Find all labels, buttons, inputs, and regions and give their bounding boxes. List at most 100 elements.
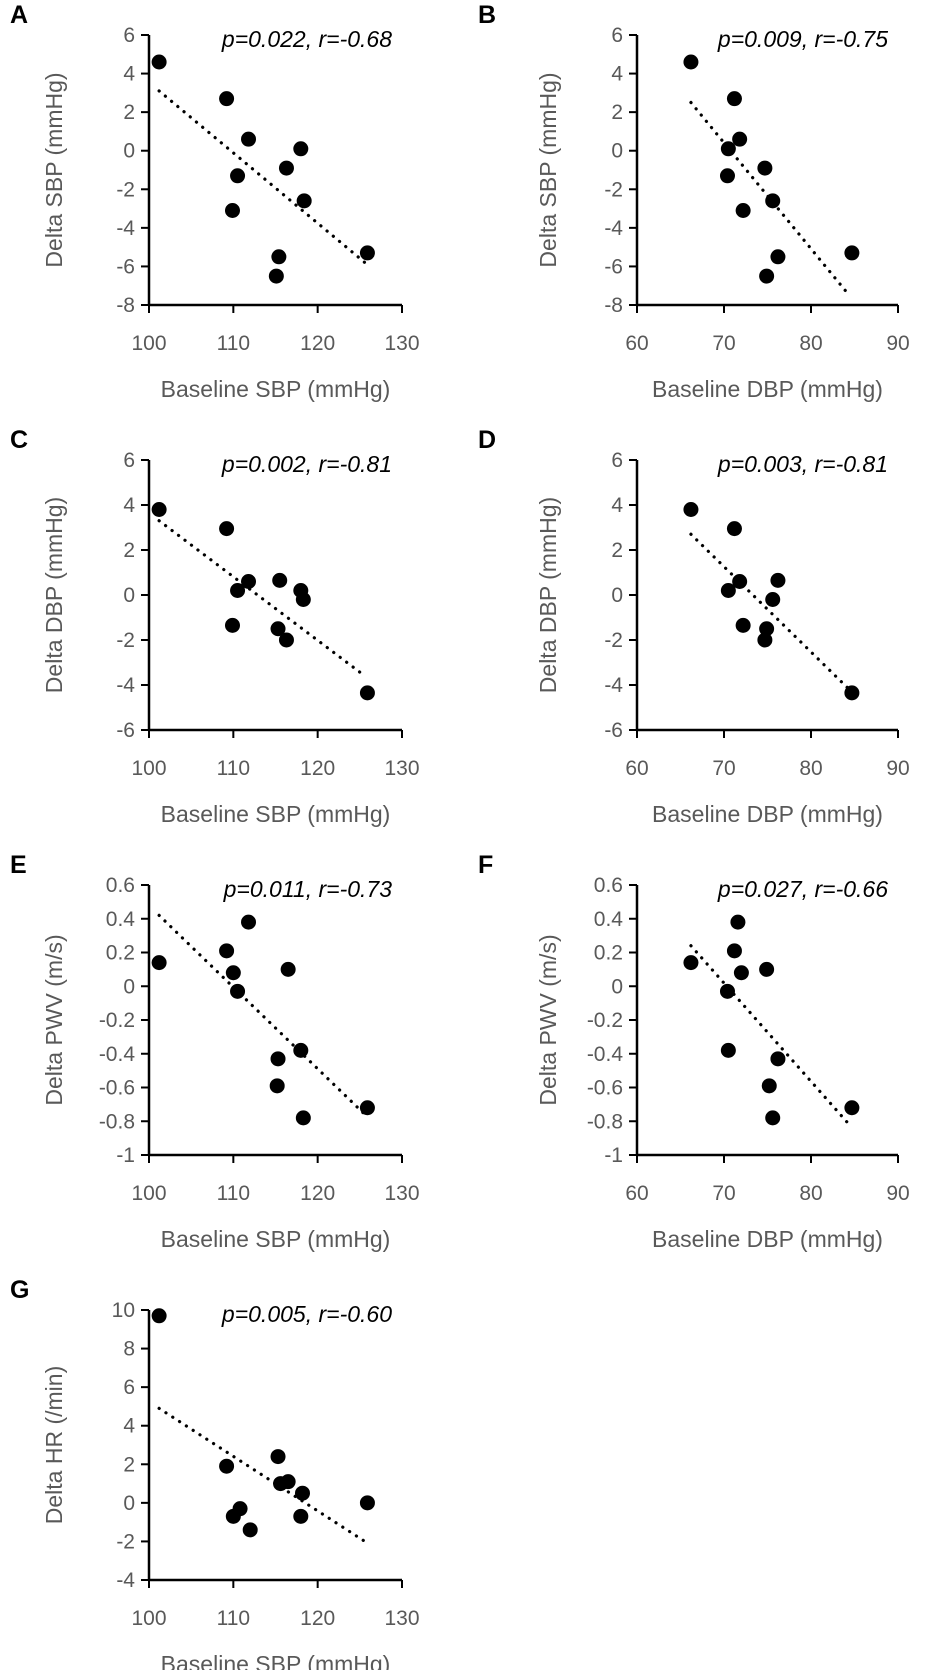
y-tick-label: -4 <box>604 217 623 240</box>
x-axis-label: Baseline SBP (mmHg) <box>161 376 391 402</box>
y-tick-label: -2 <box>604 629 623 652</box>
panel-letter: C <box>10 426 28 454</box>
data-point <box>726 943 742 959</box>
stats-annotation: p=0.003, r=-0.81 <box>717 451 888 477</box>
x-tick-label: 110 <box>217 1182 250 1205</box>
data-point <box>730 914 746 930</box>
data-point <box>733 965 749 981</box>
y-tick-label: 4 <box>123 1415 135 1438</box>
y-tick-label: 4 <box>123 63 135 86</box>
stats-annotation: p=0.011, r=-0.73 <box>223 876 393 902</box>
data-point <box>761 1078 777 1094</box>
data-point <box>359 1100 375 1116</box>
y-tick-label: -1 <box>116 1144 135 1167</box>
panel-letter: G <box>10 1276 29 1304</box>
data-point <box>759 961 775 977</box>
y-tick-label: -8 <box>116 294 135 317</box>
x-tick-label: 90 <box>886 332 909 355</box>
y-tick-label: -4 <box>116 674 135 697</box>
y-tick-label: 0 <box>611 140 623 163</box>
y-tick-label: 0.6 <box>106 874 135 897</box>
x-tick-label: 80 <box>799 332 822 355</box>
x-tick-label: 120 <box>300 332 335 355</box>
data-point <box>241 914 257 930</box>
y-tick-label: -4 <box>604 674 623 697</box>
y-tick-label: -4 <box>116 217 135 240</box>
data-point <box>726 521 742 537</box>
x-axis-label: Baseline SBP (mmHg) <box>161 1226 391 1252</box>
y-tick-label: -1 <box>604 1144 623 1167</box>
trendline <box>157 1406 367 1544</box>
data-point <box>770 1051 786 1067</box>
data-point <box>765 592 781 607</box>
y-tick-label: -0.2 <box>99 1009 135 1032</box>
y-tick-label: 0.6 <box>594 874 623 897</box>
y-tick-label: 8 <box>123 1338 135 1361</box>
data-point <box>720 141 736 157</box>
x-tick-label: 60 <box>625 1182 648 1205</box>
y-tick-label: -2 <box>604 178 623 201</box>
x-axis-label: Baseline SBP (mmHg) <box>161 801 391 827</box>
y-tick-label: 0 <box>123 584 135 607</box>
data-point <box>720 1042 736 1058</box>
trendline <box>157 519 367 678</box>
y-tick-label: 0 <box>611 584 623 607</box>
y-tick-label: -0.6 <box>587 1077 623 1100</box>
y-tick-label: 6 <box>123 24 135 47</box>
y-tick-label: -0.4 <box>99 1043 136 1066</box>
data-point <box>844 685 860 701</box>
data-point <box>683 54 699 70</box>
data-point <box>719 168 735 184</box>
y-tick-label: -0.4 <box>587 1043 624 1066</box>
y-tick-label: 0.2 <box>594 942 623 965</box>
data-point <box>268 268 284 284</box>
data-point <box>219 943 235 959</box>
data-point <box>359 1495 375 1511</box>
y-axis-label: Delta SBP (mmHg) <box>535 72 561 267</box>
y-tick-label: -0.8 <box>99 1110 135 1133</box>
data-point <box>759 621 775 637</box>
data-point <box>280 961 296 977</box>
panel-letter: D <box>478 426 496 454</box>
data-point <box>770 249 786 265</box>
x-axis-label: Baseline SBP (mmHg) <box>161 1651 391 1670</box>
x-tick-label: 130 <box>384 332 419 355</box>
data-point <box>844 1100 860 1116</box>
data-point <box>270 1449 286 1465</box>
x-tick-label: 90 <box>886 1182 909 1205</box>
y-tick-label: 0 <box>611 975 623 998</box>
panel-letter: E <box>10 851 27 879</box>
data-point <box>359 685 375 701</box>
stats-annotation: p=0.027, r=-0.66 <box>717 876 888 902</box>
x-tick-label: 100 <box>131 757 166 780</box>
x-tick-label: 120 <box>300 1182 335 1205</box>
data-point <box>359 245 375 261</box>
y-tick-label: 6 <box>123 1376 135 1399</box>
data-point <box>270 621 286 637</box>
y-tick-label: -0.8 <box>587 1110 623 1133</box>
y-tick-label: 0.4 <box>594 908 624 931</box>
data-point <box>151 502 167 517</box>
y-tick-label: -6 <box>116 719 135 742</box>
data-point <box>230 583 246 598</box>
data-point <box>241 131 257 147</box>
data-point <box>224 203 240 218</box>
x-tick-label: 110 <box>217 332 250 355</box>
data-point <box>295 592 311 607</box>
trendline <box>689 532 851 692</box>
y-tick-label: 0 <box>123 975 135 998</box>
data-point <box>765 193 781 209</box>
stats-annotation: p=0.009, r=-0.75 <box>717 26 888 52</box>
data-point <box>224 617 240 633</box>
y-tick-label: -2 <box>116 1530 135 1553</box>
data-point <box>765 1110 781 1126</box>
x-tick-label: 70 <box>712 757 735 780</box>
panel-letter: A <box>10 1 28 29</box>
y-axis-label: Delta HR (/min) <box>41 1366 67 1524</box>
trendline <box>689 944 851 1127</box>
x-tick-label: 70 <box>712 1182 735 1205</box>
stats-annotation: p=0.022, r=-0.68 <box>221 26 392 52</box>
data-point <box>732 574 748 589</box>
